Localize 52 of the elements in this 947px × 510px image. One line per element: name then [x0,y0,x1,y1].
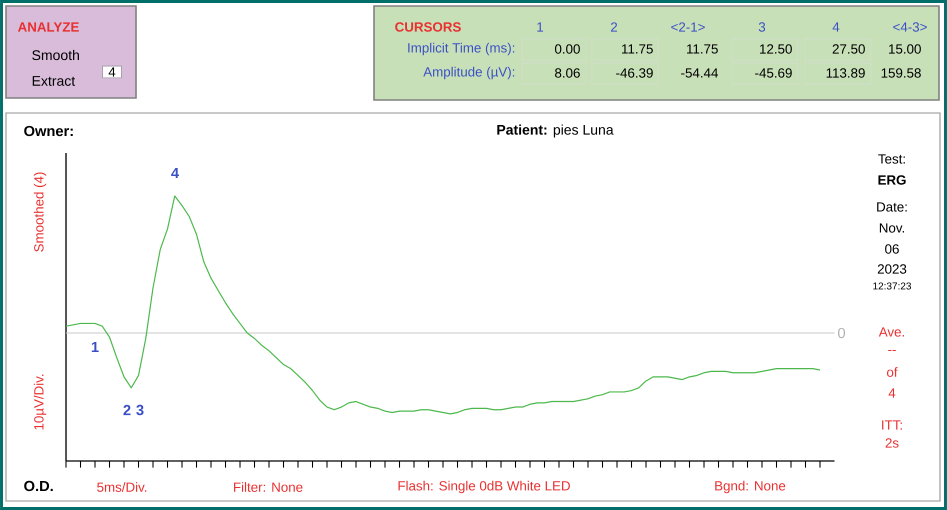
text: 2s [886,438,899,448]
text: -- [888,350,896,351]
text: 159.58 [882,68,921,78]
text: 06 [885,244,899,254]
y-axis-title: 10µV/Div. [34,374,46,430]
text: 4 [888,388,896,398]
text: 11.75 [622,44,653,54]
text: 12.50 [760,44,792,54]
text: Amplitude (µV): [423,66,514,80]
text: of [887,367,898,377]
text: Bgnd: None [715,480,786,494]
text: <4-3> [893,22,927,32]
text: Filter: None [234,482,302,492]
text: 15.00 [889,44,921,54]
text: Test: [878,154,905,164]
text: 2 [610,22,618,32]
text: 2023 [878,264,906,274]
text: 12:37:23 [873,282,912,290]
text: Owner: [24,126,73,136]
text: 8.06 [555,68,580,78]
annotation: 1 [92,342,99,352]
text: CURSORS [395,22,461,32]
text: Implicit Time (ms): [408,42,514,56]
text: Extract [32,76,76,86]
text: 0.00 [554,44,580,54]
text: 3 [758,22,766,32]
text: -54.44 [681,68,718,78]
text: 27.50 [832,44,865,54]
text: 1 [537,22,544,32]
text: O.D. [24,480,53,492]
text: 4 [832,22,840,32]
text: <2-1> [671,22,705,32]
text: Nov. [880,223,904,233]
text: 5ms/Div. [97,482,146,492]
text: Flash: Single 0dB White LED [398,480,570,494]
text: Smoothed (4) [34,172,46,252]
annotation: 3 [136,404,144,416]
text: -45.69 [755,68,792,78]
text: 113.89 [826,68,865,78]
text: ANALYZE [18,22,79,32]
text: ITT: [882,420,902,430]
text: 4 [108,67,116,77]
text: Smooth [32,50,79,60]
text: -46.39 [616,68,653,78]
annotation: 2 [123,404,130,416]
text: 11.75 [687,44,718,54]
text: ERG [878,175,906,185]
text: Ave. [878,327,904,337]
chart-title: Patient: pies Luna [497,124,614,138]
text: 4 [171,168,179,178]
ref-line-label: 0 [838,328,846,338]
text: Date: [877,202,907,212]
